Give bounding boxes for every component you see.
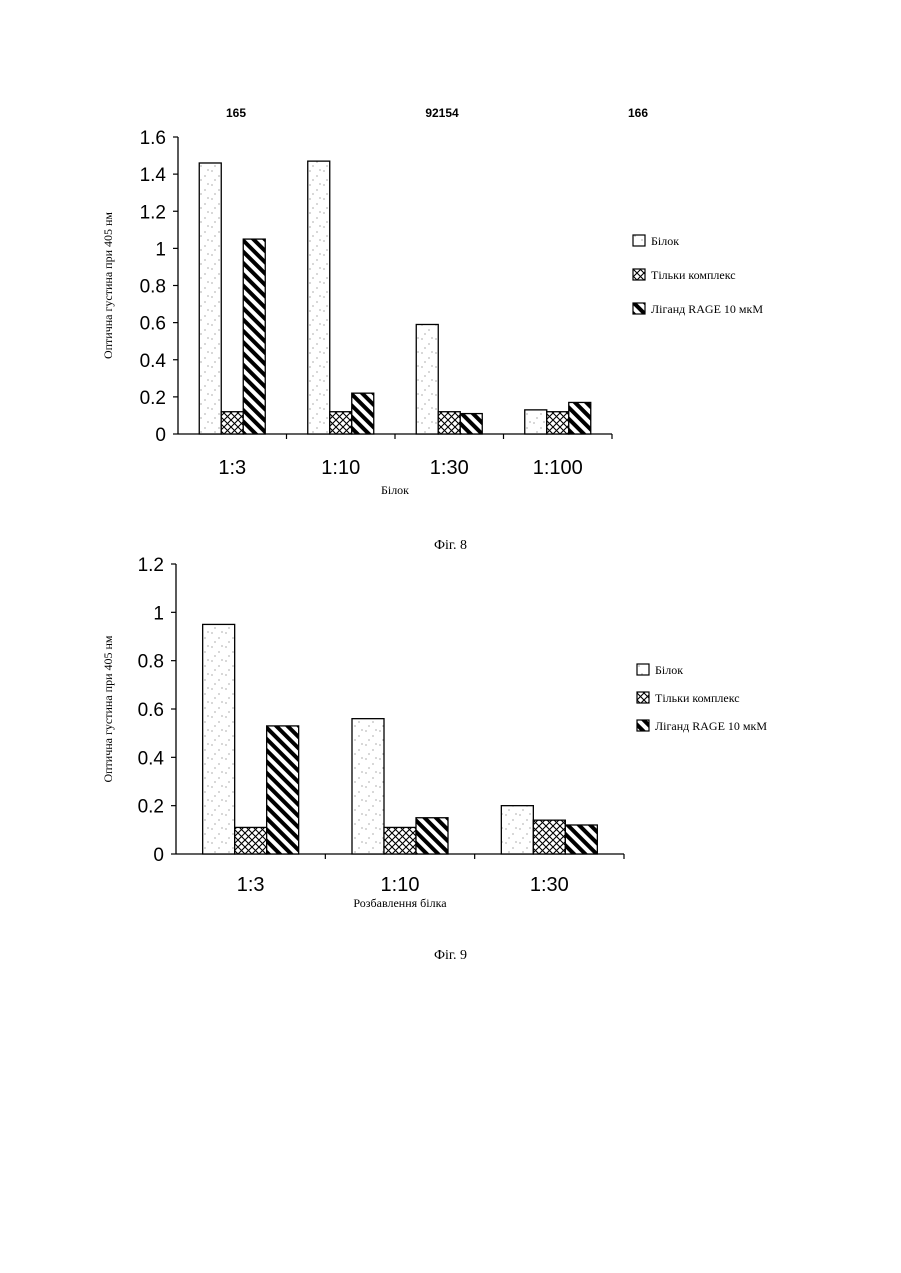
legend-label: Білок xyxy=(655,663,683,677)
bar xyxy=(501,806,533,854)
bar xyxy=(384,827,416,854)
legend-swatch xyxy=(637,692,649,703)
bar xyxy=(352,719,384,854)
figure-9: 0 0.2 0.4 0.6 0.8 1 1.2 1:3 1:10 1:30 Розбавлення … xyxy=(0,0,901,980)
figure-9-caption: Фіг. 9 xyxy=(0,948,901,964)
x-axis-title: Розбавлення білка xyxy=(353,896,447,910)
x-category-label: 1:30 xyxy=(530,874,569,896)
y-tick-label: 1.2 xyxy=(138,555,164,576)
y-tick-label: 0.4 xyxy=(138,748,165,769)
legend-swatch xyxy=(637,720,649,731)
legend-label: Лiганд RAGE 10 мкМ xyxy=(655,719,767,733)
y-tick-label: 0.8 xyxy=(138,652,164,673)
bar xyxy=(267,726,299,854)
x-category-label: 1:3 xyxy=(237,874,265,896)
y-tick-label: 0.6 xyxy=(138,700,164,721)
y-tick-label: 0.2 xyxy=(138,797,164,818)
y-tick-label: 1 xyxy=(153,603,164,624)
x-category-label: 1:10 xyxy=(381,874,420,896)
bar xyxy=(416,818,448,854)
bar xyxy=(565,825,597,854)
legend-swatch xyxy=(637,664,649,675)
chart-fig-9: 0 0.2 0.4 0.6 0.8 1 1.2 1:3 1:10 1:30 Розбавлення … xyxy=(0,0,901,980)
bar xyxy=(203,624,235,854)
y-tick-label: 0 xyxy=(153,845,164,866)
legend-label: Тільки комплекс xyxy=(655,691,740,705)
y-axis-title: Оптична густина при 405 нм xyxy=(101,635,115,782)
bar xyxy=(235,827,267,854)
bar xyxy=(533,820,565,854)
